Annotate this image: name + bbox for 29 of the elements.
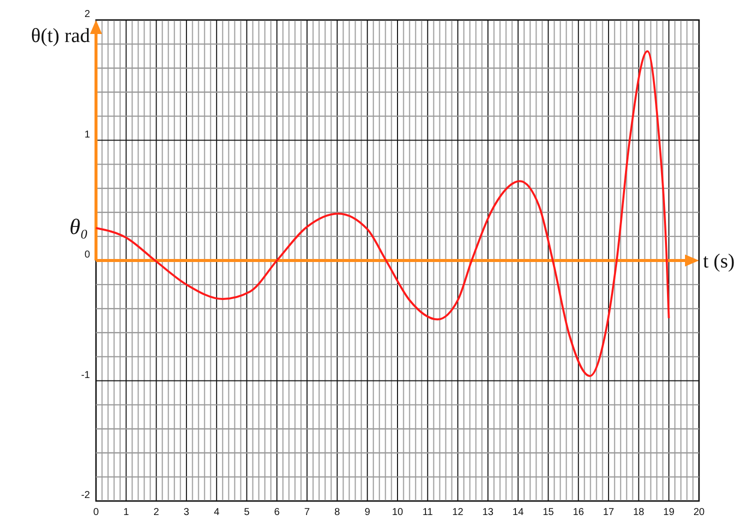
x-axis-title: t (s) — [703, 250, 735, 272]
x-tick-label: 6 — [274, 507, 280, 518]
x-tick-label: 4 — [214, 507, 220, 518]
y-tick-label: -2 — [81, 490, 90, 501]
x-tick-label: 8 — [334, 507, 340, 518]
x-tick-label: 10 — [392, 507, 404, 518]
x-tick-label: 2 — [154, 507, 160, 518]
x-tick-label: 14 — [512, 507, 524, 518]
y-axis-title: θ(t) rad — [31, 25, 90, 47]
x-tick-label: 0 — [93, 507, 100, 518]
x-tick-label: 16 — [572, 507, 584, 518]
x-tick-label: 3 — [184, 507, 190, 518]
x-tick-label: 11 — [422, 507, 434, 518]
y-tick-label: -1 — [81, 370, 90, 381]
annotation: θ₀ — [70, 214, 88, 240]
x-tick-label: 19 — [663, 507, 675, 518]
x-tick-label: 15 — [542, 507, 554, 518]
x-tick-label: 13 — [482, 507, 494, 518]
x-tick-label: 5 — [244, 507, 250, 518]
x-tick-label: 18 — [633, 507, 645, 518]
x-tick-label: 9 — [364, 507, 371, 518]
x-tick-label: 1 — [123, 507, 130, 518]
y-tick-label: 0 — [84, 250, 90, 260]
x-tick-label: 12 — [452, 507, 464, 518]
x-tick-label: 17 — [602, 507, 615, 518]
y-tick-label: 2 — [84, 9, 90, 20]
y-tick-label: 1 — [84, 129, 90, 140]
x-tick-label: 20 — [693, 507, 705, 518]
x-tick-label: 7 — [304, 507, 310, 518]
